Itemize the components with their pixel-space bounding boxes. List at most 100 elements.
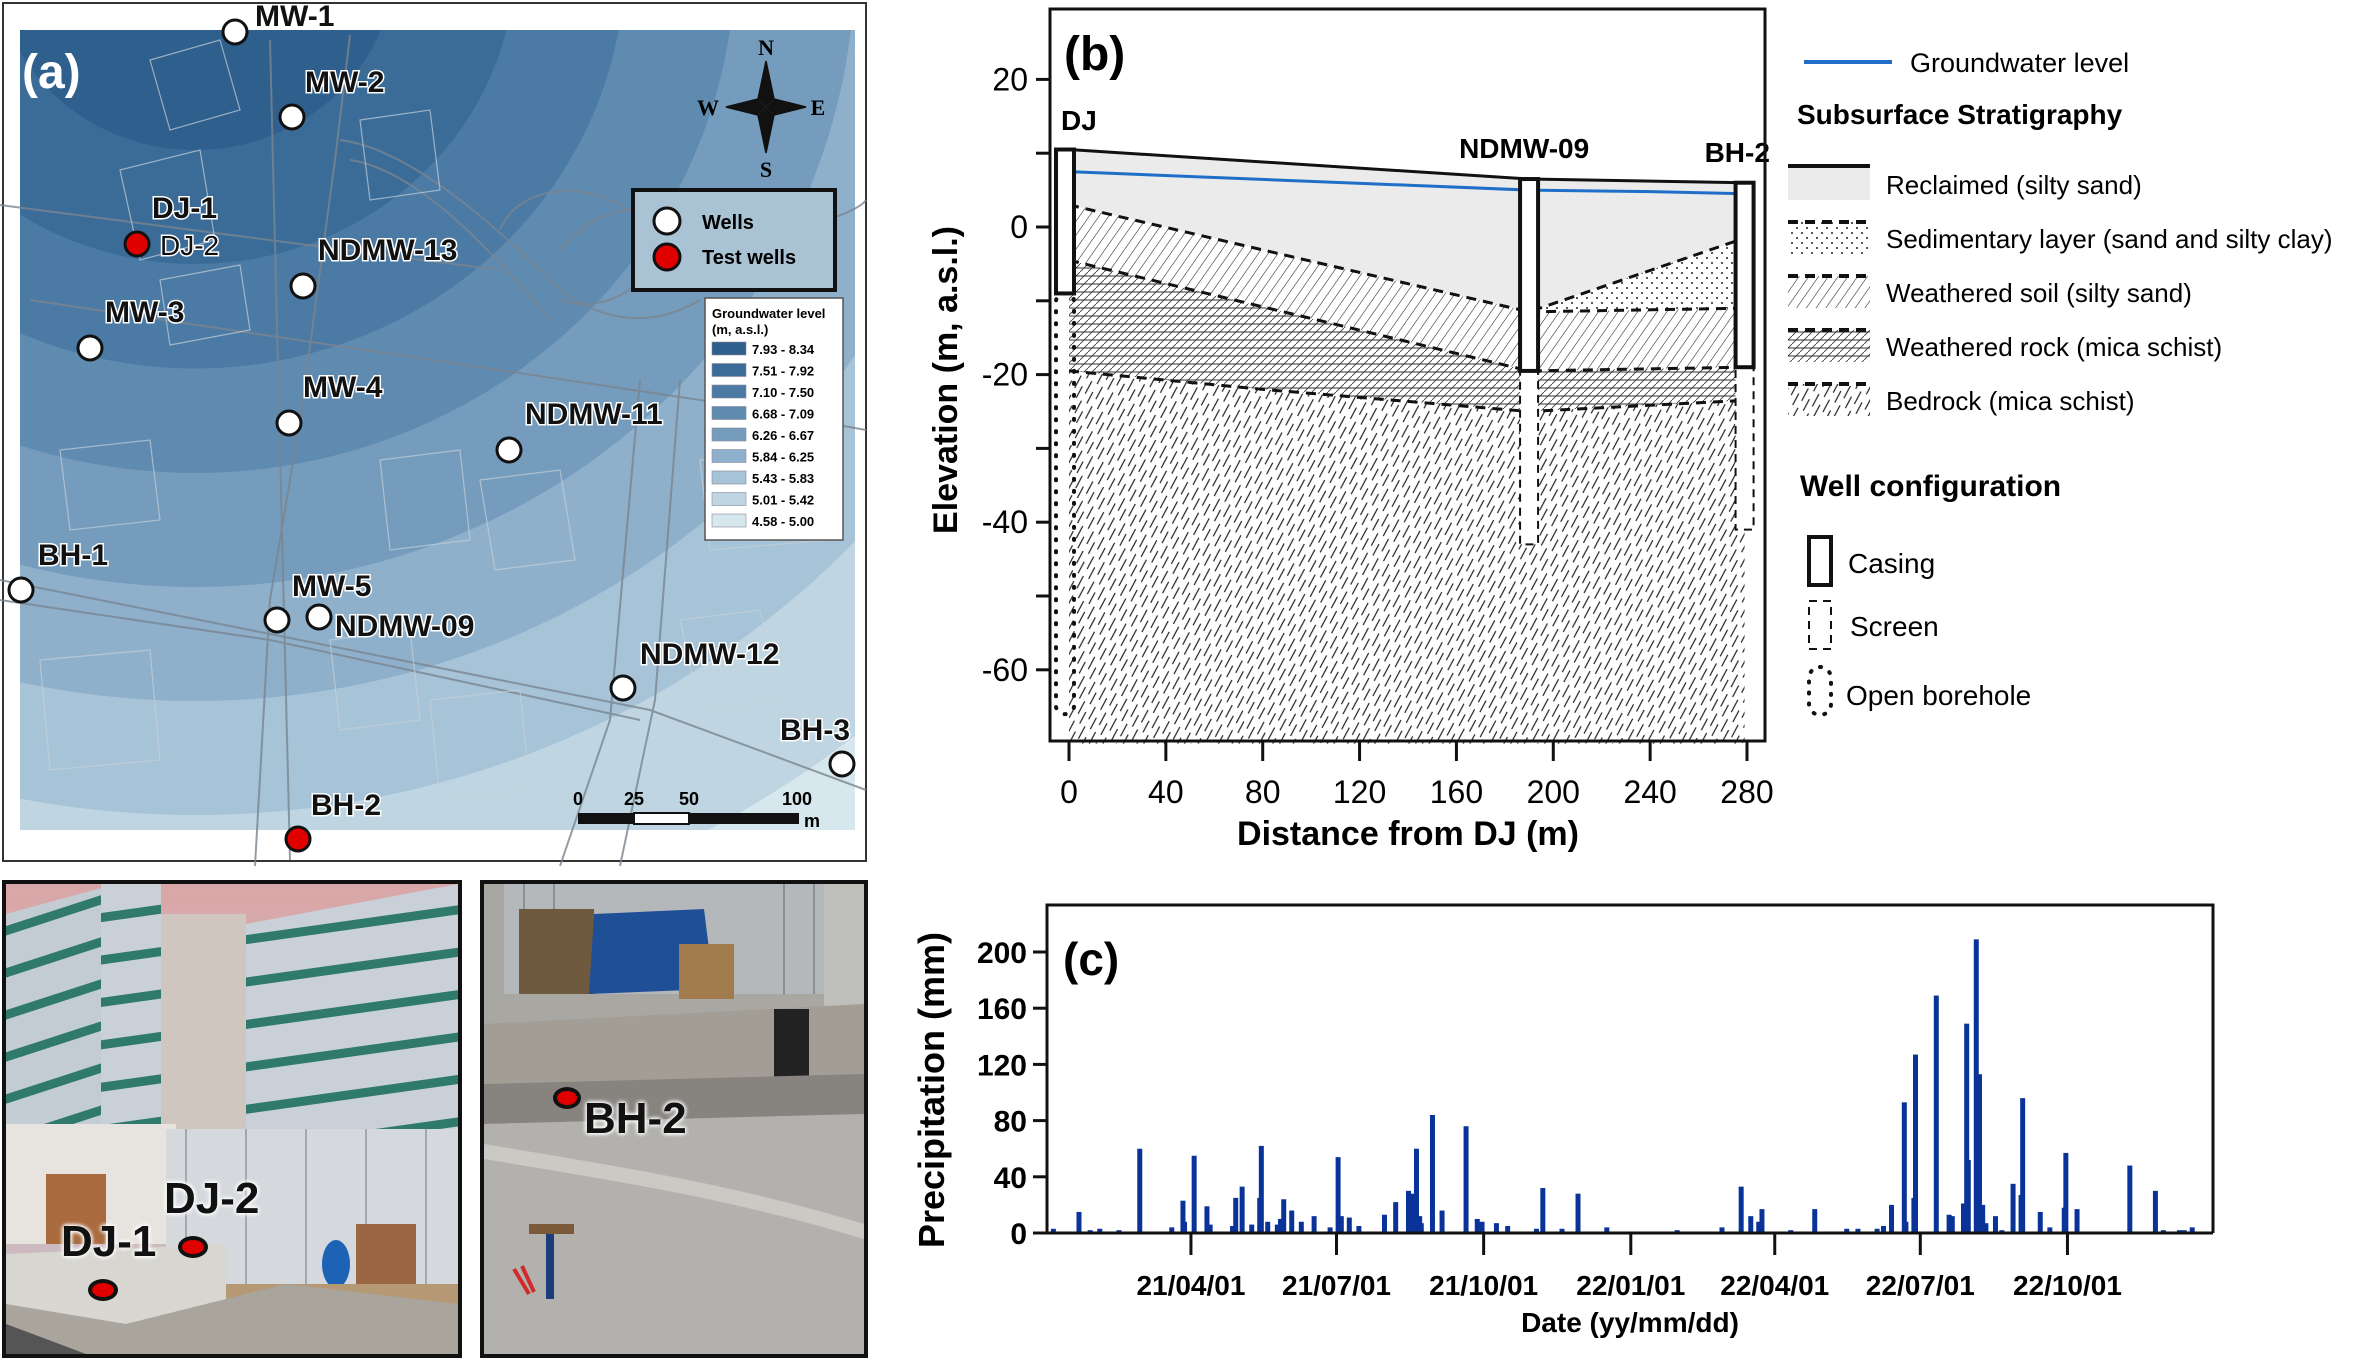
pliers-icon [512, 1265, 536, 1296]
precipitation-bar [1409, 1193, 1415, 1233]
legend-swatch [1788, 222, 1870, 254]
well-marker-mw-2[interactable] [278, 103, 306, 131]
x-tick-label: 120 [1333, 774, 1386, 810]
y-tick-label: -40 [982, 504, 1028, 540]
precipitation-bar [1278, 1218, 1284, 1233]
precipitation-bar [1265, 1221, 1271, 1233]
well-marker-mw-4[interactable] [275, 409, 303, 437]
well-marker-ndmw-11[interactable] [495, 436, 523, 464]
legend-swatch [1788, 384, 1870, 416]
legend-item-bedrock: Bedrock (mica schist) [1788, 382, 2135, 416]
well-screen [1519, 369, 1540, 546]
precipitation-bar [2037, 1211, 2043, 1233]
svg-text:(m, a.s.l.): (m, a.s.l.) [712, 322, 768, 337]
x-tick-label: 22/04/01 [1720, 1270, 1829, 1301]
precipitation-bar [2047, 1227, 2053, 1233]
svg-text:0: 0 [573, 789, 583, 809]
precipitation-bar [1180, 1200, 1186, 1233]
precipitation-bar [1230, 1225, 1236, 1233]
well-marker-dj-2[interactable] [123, 230, 151, 258]
y-tick-label: 0 [1010, 1218, 1027, 1251]
precipitation-bar [1381, 1214, 1387, 1233]
legend-swatch [711, 341, 747, 356]
well-bh-2: BH-2 [1705, 137, 1770, 531]
well-marker-ndmw-12[interactable] [609, 674, 637, 702]
precipitation-bar [2189, 1227, 2195, 1233]
layer-weathered-rock [1069, 260, 1745, 412]
photo-dj-scene [6, 884, 458, 1354]
precipitation-bar [1249, 1224, 1255, 1233]
precipitation-bar [1759, 1209, 1765, 1233]
well-marker-mw-3[interactable] [76, 334, 104, 362]
legend-range: 4.58 - 5.00 [752, 514, 814, 529]
legend-range: 7.10 - 7.50 [752, 385, 814, 400]
well-marker-ndmw-09[interactable] [305, 603, 333, 631]
well-label-bh-3: BH-3 [780, 714, 850, 747]
legend-item-weathered-rock: Weathered rock (mica schist) [1788, 328, 2222, 362]
y-tick-label: -20 [982, 357, 1028, 393]
precipitation-bar [1933, 995, 1939, 1233]
photo-dj-site: DJ-1 DJ-2 [2, 880, 462, 1358]
panel-a-label: (a) [22, 46, 81, 99]
y-tick-label: 40 [994, 1162, 1027, 1195]
precipitation-bar [1913, 1054, 1919, 1233]
svg-text:Casing: Casing [1848, 548, 1935, 579]
precipitation-bar [1575, 1193, 1581, 1233]
layer-boundary [1068, 258, 1745, 373]
svg-text:Groundwater level: Groundwater level [1910, 48, 2129, 78]
layer-boundary [1068, 369, 1745, 414]
precipitation-bar [1204, 1206, 1210, 1233]
precipitation-bar [1207, 1224, 1213, 1233]
x-tick-label: 280 [1720, 774, 1773, 810]
svg-text:25: 25 [624, 789, 644, 809]
precipitation-bar [1812, 1209, 1818, 1233]
hammer-icon [529, 1224, 574, 1299]
panel-c-axes: 0 40 80 120 160 200 21/04/01 21/07/01 21/10/01 22… [977, 903, 2215, 1301]
well-label-mw-3: MW-3 [105, 296, 184, 329]
svg-text:W: W [697, 95, 719, 120]
precipitation-bar [2127, 1165, 2133, 1233]
plot-frame [1045, 903, 2215, 1233]
groundwater-level-path [1068, 170, 1745, 196]
legend-label: Bedrock (mica schist) [1886, 386, 2135, 416]
precipitation-bar [1327, 1227, 1333, 1233]
well-marker-bh-2[interactable] [284, 825, 312, 853]
well-marker-bh-1[interactable] [7, 576, 35, 604]
well-label-dj-1: DJ-1 [152, 192, 217, 225]
well-marker-ndmw-13[interactable] [289, 272, 317, 300]
x-tick-label: 80 [1245, 774, 1281, 810]
well-label: BH-2 [1705, 137, 1770, 168]
legend-swatch [711, 513, 747, 528]
svg-text:m: m [804, 811, 820, 831]
precipitation-bar [1903, 1221, 1909, 1233]
y-tick-label: -60 [982, 652, 1028, 688]
legend-label: Sedimentary layer (sand and silty clay) [1886, 224, 2333, 254]
well-marker-mw-1[interactable] [221, 18, 249, 46]
precipitation-bar [1855, 1228, 1861, 1233]
well-dj: DJ [1054, 105, 1097, 717]
precipitation-bar [2020, 1098, 2026, 1233]
x-tick-label: 200 [1527, 774, 1580, 810]
precipitation-bar [1413, 1148, 1419, 1233]
well-columns: DJ NDMW-09 BH-2 [1054, 105, 1770, 717]
well-ndmw-09: NDMW-09 [1459, 133, 1589, 546]
legend-swatch [711, 427, 747, 442]
stratigraphy-layers [1069, 149, 1745, 744]
well-marker-bh-3[interactable] [828, 750, 856, 778]
precipitation-bar [1405, 1190, 1411, 1233]
precipitation-bar [1463, 1126, 1469, 1233]
photo-label-bh-2: BH-2 [584, 1094, 687, 1143]
well-label: DJ [1061, 105, 1097, 136]
legend-range: 5.43 - 5.83 [752, 471, 814, 486]
svg-text:Subsurface Stratigraphy: Subsurface Stratigraphy [1797, 99, 2123, 130]
svg-text:Wells: Wells [702, 212, 754, 234]
precipitation-bar [1233, 1197, 1239, 1233]
precipitation-bar [1881, 1225, 1887, 1233]
test-well-marker-dj-1 [88, 1279, 118, 1301]
photo-bh2-site: BH-2 [480, 880, 868, 1358]
well-marker-mw-5[interactable] [263, 606, 291, 634]
y-axis-label: Precipitation (mm) [911, 932, 952, 1248]
svg-text:N: N [758, 35, 774, 60]
x-tick-label: 21/07/01 [1282, 1270, 1391, 1301]
